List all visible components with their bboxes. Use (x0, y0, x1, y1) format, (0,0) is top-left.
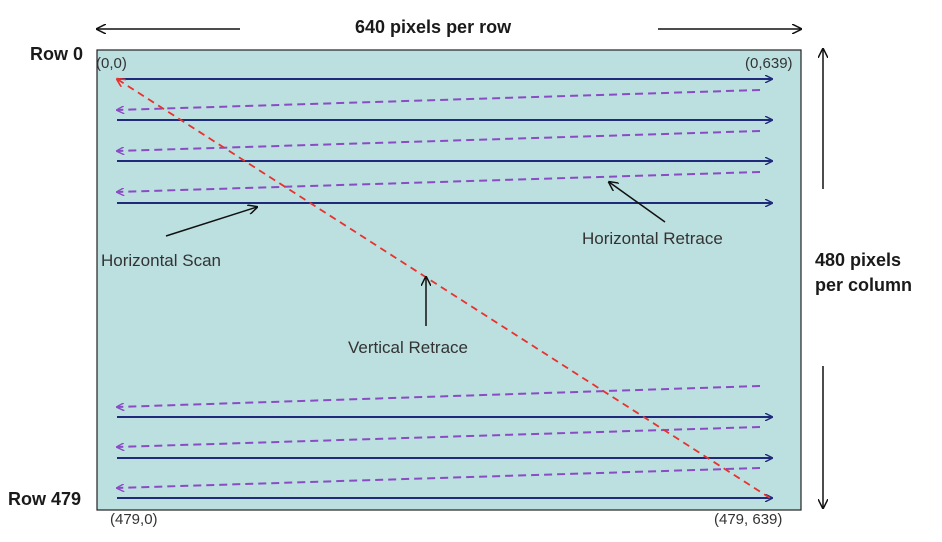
bottom-retrace-lines (117, 385, 761, 488)
horizontal-scan-pointer (165, 207, 257, 237)
horizontal-retrace-label: Horizontal Retrace (582, 229, 723, 248)
coord-bottom-right: (479, 639) (714, 511, 783, 528)
height-label-line2: per column (815, 275, 913, 295)
width-label: 640 pixels per row (355, 17, 512, 37)
horizontal-scan-label: Horizontal Scan (101, 251, 222, 270)
screen-area (96, 49, 802, 511)
coord-top-left: (0,0) (96, 55, 127, 72)
retrace-line (117, 385, 761, 407)
vertical-retrace-label: Vertical Retrace (348, 338, 468, 357)
vertical-retrace-line (117, 79, 771, 499)
height-label-line1: 480 pixels (815, 250, 902, 270)
coord-top-right: (0,639) (745, 55, 793, 72)
row-last-label: Row 479 (8, 489, 82, 509)
coord-bottom-left: (479,0) (110, 511, 158, 528)
retrace-line (117, 171, 761, 192)
retrace-line (117, 467, 761, 488)
retrace-line (117, 426, 761, 447)
retrace-line (117, 89, 761, 110)
top-scan-lines (117, 79, 772, 203)
row-first-label: Row 0 (30, 44, 84, 64)
horizontal-retrace-pointer (609, 182, 666, 223)
bottom-scan-lines (117, 417, 772, 498)
